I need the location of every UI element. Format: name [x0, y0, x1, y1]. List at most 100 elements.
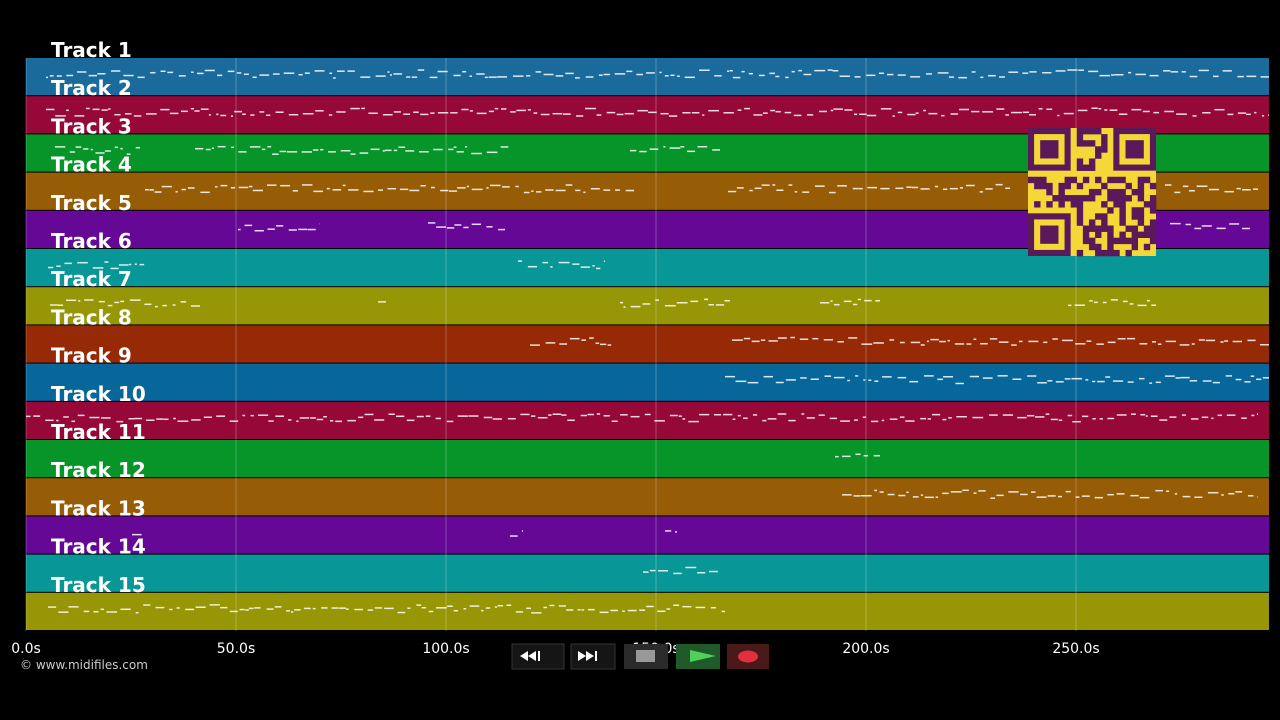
note: [678, 415, 682, 417]
note: [552, 413, 562, 416]
note: [687, 150, 696, 153]
qr-module: [1149, 207, 1157, 214]
note: [516, 109, 526, 112]
note: [807, 114, 814, 116]
note: [1170, 71, 1179, 73]
rewind-button[interactable]: [511, 643, 565, 670]
note: [1130, 413, 1136, 415]
note: [360, 76, 371, 78]
track-label: Track 5: [51, 191, 132, 215]
qr-module: [1113, 249, 1120, 257]
note: [920, 494, 924, 496]
note: [1057, 495, 1062, 498]
note: [1254, 111, 1257, 114]
note: [1064, 378, 1071, 380]
note: [436, 226, 446, 228]
note: [785, 76, 789, 79]
note: [77, 261, 88, 264]
note: [1189, 380, 1198, 382]
qr-finder: [1125, 140, 1144, 159]
note: [494, 107, 499, 110]
qr-module: [1064, 176, 1071, 184]
note: [1017, 416, 1027, 419]
note: [1256, 413, 1258, 415]
qr-module: [1088, 237, 1096, 245]
note: [873, 342, 884, 344]
note: [250, 114, 255, 116]
note: [1107, 341, 1116, 344]
note: [620, 301, 624, 304]
note: [463, 608, 467, 610]
note: [1151, 304, 1156, 306]
note: [1165, 184, 1172, 186]
note: [110, 267, 119, 270]
note: [1116, 493, 1125, 495]
note: [461, 108, 469, 111]
note: [378, 189, 384, 191]
note: [329, 72, 333, 75]
note: [469, 605, 480, 607]
stop-icon: [636, 650, 655, 662]
track-band: [26, 554, 1269, 592]
qr-module: [1149, 237, 1157, 245]
note: [799, 338, 809, 341]
record-icon: [738, 650, 758, 663]
note: [337, 70, 345, 72]
note: [449, 190, 458, 192]
note: [254, 607, 261, 609]
note: [1247, 495, 1254, 497]
note: [242, 414, 246, 417]
note: [1260, 76, 1269, 78]
note: [1114, 74, 1124, 76]
note: [405, 150, 415, 152]
note: [259, 111, 265, 113]
note: [569, 337, 580, 340]
qr-module: [1107, 243, 1114, 251]
note: [775, 381, 784, 384]
note: [208, 114, 211, 116]
note: [930, 338, 939, 341]
note: [1145, 415, 1148, 417]
note: [384, 607, 394, 610]
note: [481, 609, 484, 612]
note: [66, 109, 69, 112]
qr-module: [1076, 213, 1084, 220]
note: [393, 73, 403, 75]
note: [855, 453, 861, 456]
note: [688, 420, 699, 423]
note: [1128, 71, 1132, 74]
note: [204, 69, 215, 72]
note: [238, 151, 247, 153]
note: [748, 72, 753, 75]
note: [108, 108, 111, 110]
note: [832, 70, 839, 72]
note: [429, 76, 438, 79]
note: [114, 301, 120, 304]
note: [471, 188, 483, 191]
note: [853, 303, 858, 306]
note: [1071, 377, 1083, 380]
qr-module: [1137, 182, 1145, 190]
note: [266, 184, 277, 186]
note: [90, 148, 93, 151]
note: [203, 416, 212, 418]
note: [97, 73, 106, 75]
note: [1211, 417, 1214, 420]
note: [763, 375, 773, 378]
note: [942, 418, 947, 421]
note: [526, 75, 531, 77]
x-tick-label: 100.0s: [422, 641, 469, 657]
note: [985, 188, 993, 190]
note: [658, 570, 669, 572]
note: [1130, 494, 1139, 497]
note: [537, 416, 548, 419]
note: [430, 186, 435, 189]
track-band: [26, 287, 1269, 325]
note: [596, 413, 601, 415]
note: [279, 150, 287, 153]
track-band: [26, 401, 1269, 439]
note: [126, 153, 131, 155]
note: [1043, 341, 1048, 344]
note: [1022, 72, 1029, 74]
note: [859, 113, 867, 116]
